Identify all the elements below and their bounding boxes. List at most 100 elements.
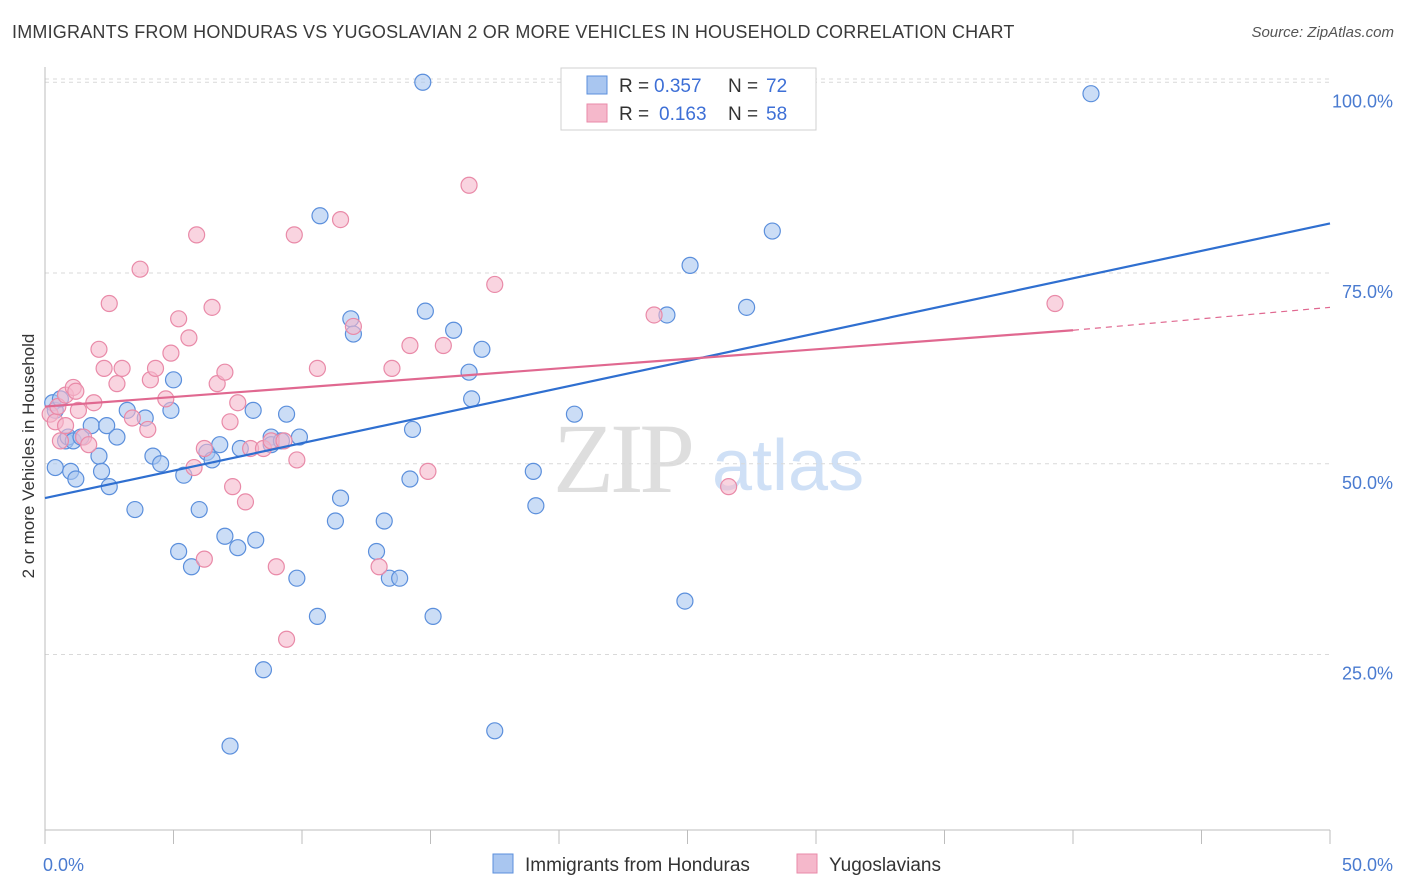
yugoslavian-point <box>56 417 75 435</box>
chart-title: IMMIGRANTS FROM HONDURAS VS YUGOSLAVIAN … <box>12 22 1015 42</box>
yugoslavian-point <box>288 451 306 469</box>
yugoslavian-point <box>275 432 293 450</box>
bottom-legend-yugoslavians: Yugoslavians <box>829 855 941 876</box>
y-tick-label: 25.0% <box>1342 664 1393 684</box>
legend-swatch-honduras <box>586 75 608 95</box>
yugoslavian-point <box>285 226 303 244</box>
legend-r-value-1: 0.357 <box>654 76 702 97</box>
y-tick-label: 50.0% <box>1342 473 1393 493</box>
y-tick-label: 75.0% <box>1342 282 1393 302</box>
legend-r-value-2: 0.163 <box>659 104 707 125</box>
honduras-point <box>738 298 756 316</box>
honduras-point <box>92 462 111 480</box>
honduras-point <box>676 592 694 610</box>
legend-n-label-2: N = <box>728 104 758 125</box>
y-tick-label: 100.0% <box>1332 91 1393 111</box>
honduras-point <box>565 405 584 423</box>
yugoslavian-point <box>331 211 350 229</box>
honduras-point <box>391 569 409 587</box>
honduras-point <box>98 417 116 435</box>
honduras-point <box>401 470 419 488</box>
honduras-point <box>247 531 265 549</box>
gridlines <box>45 78 1330 656</box>
honduras-point <box>211 436 229 454</box>
honduras-point <box>414 73 432 91</box>
yugoslavian-point <box>203 298 221 316</box>
bottom-legend-honduras: Immigrants from Honduras <box>525 855 750 876</box>
honduras-trend-line <box>44 222 1331 500</box>
y-axis-label: 2 or more Vehicles in Household <box>19 334 38 579</box>
yugoslavian-point <box>162 344 180 362</box>
bottom-legend-swatch-yugoslavians <box>796 853 818 874</box>
honduras-point <box>308 607 327 625</box>
honduras-point <box>254 661 273 679</box>
watermark-atlas: atlas <box>712 426 864 506</box>
yugoslavian-point <box>267 558 285 576</box>
yugoslavian-point <box>434 336 452 355</box>
yugoslavian-point <box>139 420 157 439</box>
honduras-point <box>190 500 208 519</box>
honduras-point <box>681 256 699 274</box>
source-credit: Source: ZipAtlas.com <box>1251 24 1394 41</box>
yugoslavian-point <box>180 329 198 347</box>
honduras-point <box>445 321 463 339</box>
honduras-point <box>331 489 350 507</box>
honduras-point <box>424 607 442 625</box>
honduras-point <box>277 405 296 423</box>
honduras-point <box>1082 85 1100 103</box>
yugoslavian-point <box>344 317 362 336</box>
yugoslavian-point <box>401 336 419 355</box>
honduras-point <box>126 500 144 519</box>
legend-swatch-yugoslavians <box>586 103 608 123</box>
honduras-point <box>170 542 188 561</box>
legend-r-label-2: R = <box>619 104 649 125</box>
bottom-legend-swatch-honduras <box>492 853 514 874</box>
yugoslavian-point <box>67 382 85 400</box>
honduras-point <box>182 558 201 576</box>
legend-n-label-1: N = <box>728 76 758 97</box>
honduras-point <box>288 569 306 587</box>
trend-lines <box>44 222 1331 500</box>
yugoslavian-point <box>131 260 149 278</box>
honduras-point <box>164 371 183 389</box>
honduras-point <box>221 737 239 755</box>
honduras-point <box>311 207 329 225</box>
honduras-point <box>527 497 545 515</box>
honduras-point <box>524 462 542 480</box>
yugoslavian-point <box>69 401 88 419</box>
yugoslavian-point <box>1046 294 1064 313</box>
yugoslavian-point <box>383 359 401 377</box>
yugoslavian-point <box>80 436 98 454</box>
yugoslavian-point <box>195 439 213 458</box>
yugoslavian-point <box>170 310 188 328</box>
honduras-point <box>216 527 234 545</box>
honduras-point <box>244 401 262 419</box>
honduras-point <box>108 428 126 446</box>
yugoslavian-trend-line <box>44 329 1074 408</box>
honduras-point <box>326 512 345 530</box>
yugoslavian-point <box>277 630 296 648</box>
yugoslavian-point <box>370 558 388 576</box>
yugoslavian-point <box>419 462 437 480</box>
bottom-legend: Immigrants from Honduras Yugoslavians <box>492 853 941 876</box>
yugoslavian-trend-extension <box>1072 306 1331 331</box>
axes: 25.0% 50.0% 75.0% 100.0% 0.0% 50.0% <box>43 67 1393 875</box>
yugoslavian-point <box>486 275 504 294</box>
honduras-point <box>375 512 393 530</box>
honduras-point <box>460 363 478 381</box>
yugoslavian-point <box>216 363 234 381</box>
yugoslavian-point <box>90 340 108 358</box>
honduras-point <box>152 455 170 473</box>
data-points <box>41 73 1100 755</box>
honduras-point <box>763 222 781 240</box>
yugoslavian-point <box>95 359 113 377</box>
yugoslavian-point <box>100 294 118 313</box>
honduras-point <box>67 470 85 488</box>
yugoslavian-point <box>123 409 141 427</box>
yugoslavian-point <box>229 394 247 412</box>
legend-n-value-1: 72 <box>766 76 787 97</box>
x-tick-label: 50.0% <box>1342 855 1393 875</box>
honduras-point <box>416 302 434 320</box>
yugoslavian-point <box>308 359 327 377</box>
